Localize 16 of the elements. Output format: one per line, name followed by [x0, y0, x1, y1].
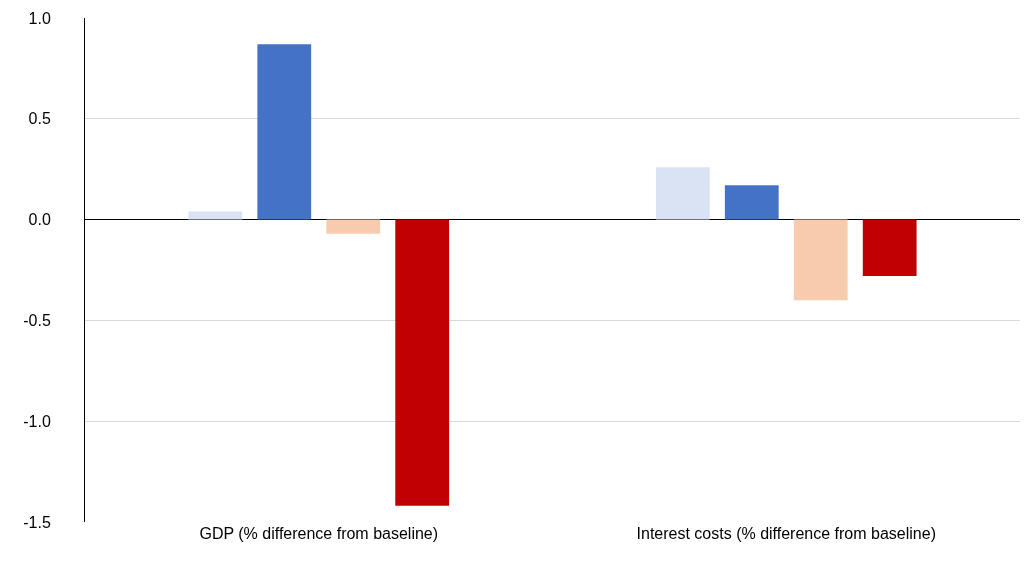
bar [326, 219, 381, 234]
y-tick-label: -1.5 [23, 513, 51, 531]
x-tick-label: GDP (% difference from baseline) [199, 525, 439, 542]
bar [724, 185, 779, 220]
y-tick-label: -0.5 [23, 312, 51, 329]
bar [655, 167, 710, 220]
y-tick-label: 0.5 [28, 110, 51, 128]
bar [395, 219, 450, 506]
bar [257, 44, 312, 220]
y-tick-label: 0.0 [28, 211, 51, 229]
y-tick-label: -1.0 [23, 412, 51, 430]
bar [188, 211, 243, 220]
bar [793, 219, 848, 301]
x-tick-label: Interest costs (% difference from baseline) [636, 525, 936, 542]
bar [862, 219, 917, 277]
y-tick-label: 1.0 [28, 9, 51, 27]
